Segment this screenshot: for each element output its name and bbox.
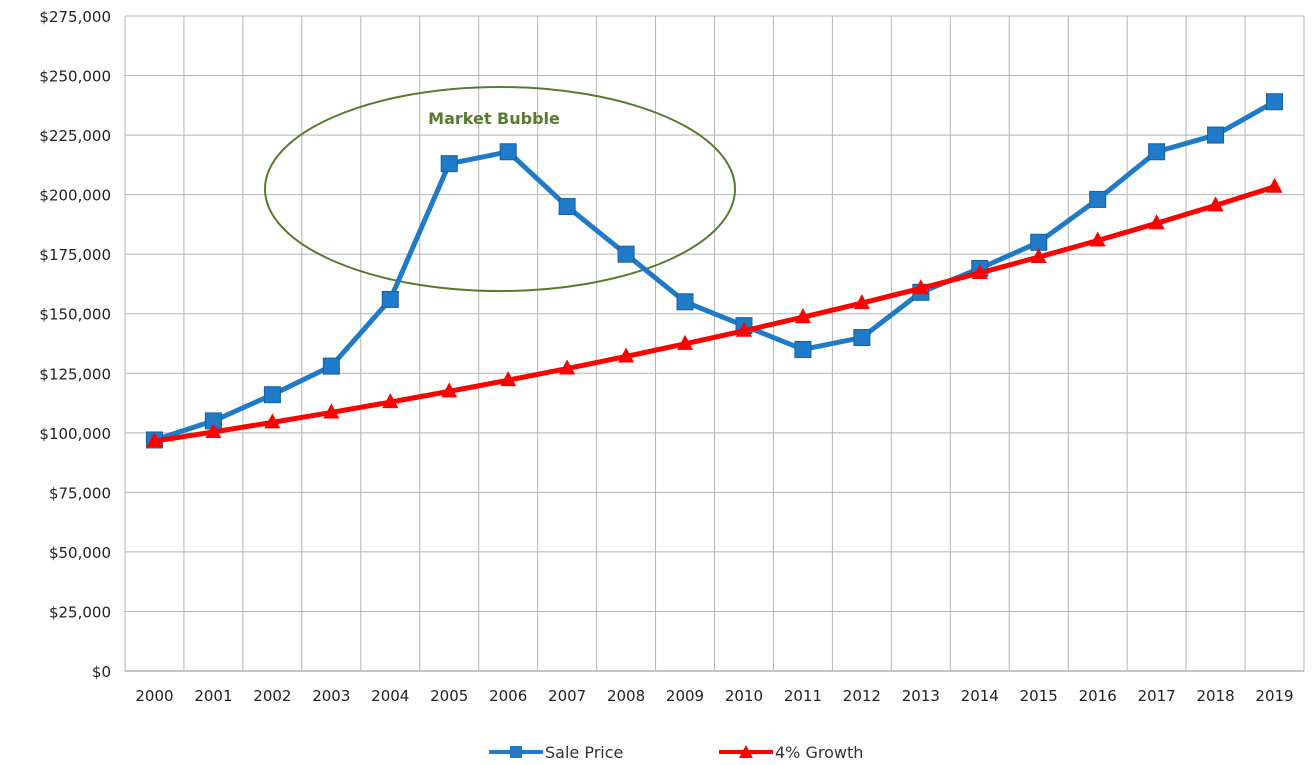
x-tick-label: 2009 (666, 687, 704, 705)
x-tick-label: 2014 (961, 687, 999, 705)
series-line-sale-price (153, 99, 1276, 443)
data-point-sale-price (1030, 233, 1048, 251)
data-point-sale-price (794, 340, 812, 358)
y-tick-label: $200,000 (39, 187, 111, 205)
data-point-sale-price (617, 245, 635, 263)
y-tick-label: $225,000 (39, 127, 111, 145)
data-point-4-growth (205, 422, 222, 438)
x-tick-label: 2012 (843, 687, 881, 705)
legend: Sale Price 4% Growth (489, 743, 863, 762)
y-tick-label: $25,000 (49, 603, 111, 621)
y-tick-label: $50,000 (49, 544, 111, 562)
data-point-4-growth (1266, 177, 1283, 193)
data-point-sale-price (676, 293, 694, 311)
x-tick-label: 2000 (135, 687, 173, 705)
data-point-sale-price (499, 143, 517, 161)
data-point-4-growth (1207, 196, 1224, 212)
data-point-sale-price (322, 357, 340, 375)
data-point-4-growth (264, 413, 281, 429)
data-point-4-growth (794, 308, 811, 324)
market-bubble-annotation: Market Bubble (264, 86, 736, 292)
x-axis: 2000 2001 2002 2003 2004 2005 2006 2007 2008 2009… (135, 687, 1293, 705)
data-point-4-growth (735, 321, 752, 337)
x-tick-label: 2018 (1196, 687, 1234, 705)
data-point-sale-price (263, 386, 281, 404)
data-point-4-growth (677, 334, 694, 350)
legend-label-4pct-growth: 4% Growth (775, 743, 863, 762)
x-tick-label: 2006 (489, 687, 527, 705)
data-point-sale-price (1148, 143, 1166, 161)
market-bubble-ellipse (264, 86, 736, 292)
market-bubble-label: Market Bubble (428, 109, 560, 128)
data-point-4-growth (618, 347, 635, 363)
data-point-4-growth (1148, 214, 1165, 230)
y-axis: $0 $25,000 $50,000 $75,000 $100,000 $125,000 $… (39, 8, 111, 681)
y-tick-label: $275,000 (39, 8, 111, 26)
x-tick-label: 2008 (607, 687, 645, 705)
y-tick-label: $100,000 (39, 425, 111, 443)
data-point-4-growth (853, 294, 870, 310)
x-tick-label: 2001 (194, 687, 232, 705)
data-point-sale-price (1089, 190, 1107, 208)
data-point-sale-price (853, 329, 871, 347)
x-tick-label: 2007 (548, 687, 586, 705)
data-point-4-growth (441, 382, 458, 398)
data-point-4-growth (1089, 231, 1106, 247)
x-tick-label: 2004 (371, 687, 409, 705)
data-point-sale-price (381, 290, 399, 308)
y-tick-label: $150,000 (39, 306, 111, 324)
y-tick-label: $125,000 (39, 365, 111, 383)
x-tick-label: 2013 (902, 687, 940, 705)
legend-label-sale-price: Sale Price (545, 743, 623, 762)
grid (124, 15, 1305, 672)
data-point-4-growth (382, 393, 399, 409)
x-tick-label: 2005 (430, 687, 468, 705)
series-4-growth (146, 177, 1283, 448)
legend-marker-4pct-growth (739, 745, 753, 758)
legend-marker-sale-price (510, 746, 522, 758)
x-tick-label: 2003 (312, 687, 350, 705)
series-layer (145, 93, 1284, 449)
y-tick-label: $175,000 (39, 246, 111, 264)
series-line-4-growth (154, 184, 1276, 444)
data-point-sale-price (558, 198, 576, 216)
x-tick-label: 2017 (1138, 687, 1176, 705)
data-point-4-growth (971, 263, 988, 279)
data-point-4-growth (1030, 248, 1047, 264)
data-point-4-growth (912, 279, 929, 295)
legend-item-sale-price: Sale Price (489, 743, 623, 762)
y-tick-label: $250,000 (39, 68, 111, 86)
x-tick-label: 2010 (725, 687, 763, 705)
x-tick-label: 2019 (1255, 687, 1293, 705)
y-tick-label: $0 (92, 663, 111, 681)
data-point-sale-price (1207, 126, 1225, 144)
x-tick-label: 2016 (1079, 687, 1117, 705)
data-point-4-growth (323, 403, 340, 419)
x-tick-label: 2011 (784, 687, 822, 705)
data-point-4-growth (146, 432, 163, 448)
data-point-sale-price (1266, 93, 1284, 111)
legend-item-4pct-growth: 4% Growth (719, 743, 863, 762)
data-point-4-growth (500, 371, 517, 387)
y-tick-label: $75,000 (49, 484, 111, 502)
x-tick-label: 2002 (253, 687, 291, 705)
x-tick-label: 2015 (1020, 687, 1058, 705)
data-point-sale-price (440, 155, 458, 173)
data-point-4-growth (559, 359, 576, 375)
